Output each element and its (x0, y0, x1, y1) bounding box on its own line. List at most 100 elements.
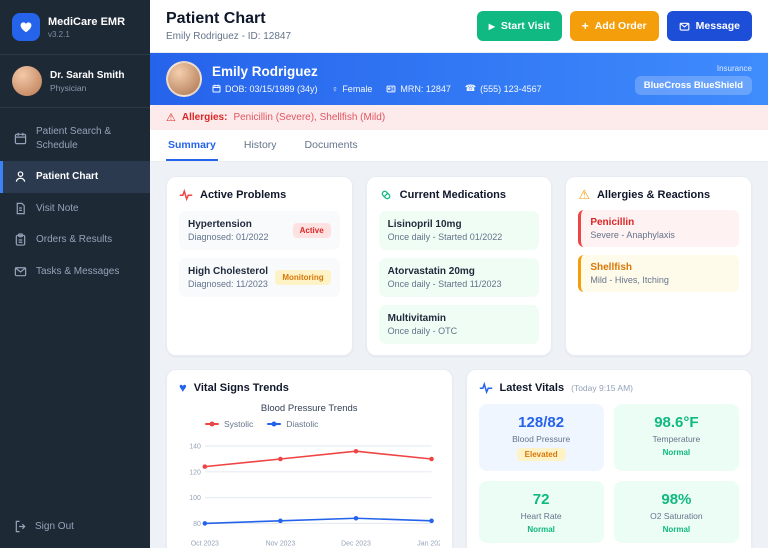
vitals-grid: 128/82 Blood Pressure Elevated 98.6°F Te… (478, 404, 739, 543)
pill-icon (379, 188, 393, 202)
sidebar-item-patient-search-schedule[interactable]: Patient Search & Schedule (0, 116, 150, 161)
card-title: Vital Signs Trends (193, 381, 289, 394)
header-actions: ▶ Start Visit + Add Order Message (476, 11, 752, 41)
problem-name: High Cholesterol (188, 266, 269, 277)
document-icon (14, 202, 27, 215)
legend-swatch (267, 423, 282, 425)
user-profile[interactable]: Dr. Sarah Smith Physician (0, 54, 150, 108)
user-icon (14, 170, 27, 183)
start-visit-label: Start Visit (500, 20, 550, 32)
chart-title: Blood Pressure Trends (260, 403, 358, 414)
allergy-item: Shellfish Mild - Hives, Itching (578, 255, 739, 292)
vital-label: O2 Saturation (650, 511, 703, 521)
calendar-icon (212, 84, 221, 93)
svg-text:Dec 2023: Dec 2023 (341, 541, 371, 548)
problem-item: Hypertension Diagnosed: 01/2022 Active (179, 211, 340, 250)
legend-label: Systolic (224, 419, 254, 429)
svg-text:80: 80 (193, 521, 201, 528)
insurance-badge: BlueCross BlueShield (634, 75, 752, 95)
svg-text:140: 140 (189, 444, 201, 451)
tab-documents[interactable]: Documents (304, 139, 358, 151)
problem-detail: Diagnosed: 01/2022 (188, 232, 269, 242)
message-label: Message (695, 20, 740, 32)
vital-tile-blood-pressure: 128/82 Blood Pressure Elevated (478, 404, 604, 471)
content-area: Active Problems Hypertension Diagnosed: … (150, 162, 768, 548)
phone-icon: ☎ (464, 83, 477, 93)
sidebar-item-label: Visit Note (36, 202, 79, 214)
allergy-alert-bar: ⚠ Allergies: Penicillin (Severe), Shellf… (150, 105, 768, 130)
warning-icon: ⚠ (166, 112, 176, 124)
chart-legend: Systolic Diastolic (205, 419, 440, 429)
sidebar-item-label: Tasks & Messages (36, 265, 120, 277)
sidebar-item-tasks-messages[interactable]: Tasks & Messages (0, 256, 150, 288)
svg-text:Oct 2023: Oct 2023 (191, 541, 219, 548)
tab-summary[interactable]: Summary (166, 130, 218, 161)
vital-value: 98.6°F (654, 414, 699, 431)
gender-icon: ♀ (331, 83, 339, 94)
envelope-icon (14, 265, 27, 278)
sidebar-item-label: Patient Chart (36, 171, 99, 182)
pulse-icon (479, 381, 493, 395)
start-visit-button[interactable]: ▶ Start Visit (476, 11, 562, 41)
medication-detail: Once daily - Started 01/2022 (387, 232, 503, 242)
allergy-name: Penicillin (590, 217, 635, 228)
heart-icon: ♥ (179, 380, 187, 395)
vital-value: 72 (532, 491, 550, 508)
vital-label: Blood Pressure (512, 434, 571, 444)
allergy-detail: Mild - Hives, Itching (590, 275, 669, 285)
calendar-icon (14, 132, 27, 145)
patient-meta: DOB: 03/15/1989 (34y) ♀ Female MRN: 1284… (212, 83, 542, 94)
play-icon: ▶ (488, 21, 495, 31)
sign-out-button[interactable]: Sign Out (0, 505, 150, 548)
medication-detail: Once daily - Started 11/2023 (387, 279, 502, 289)
medication-name: Multivitamin (387, 313, 446, 324)
status-badge: Active (292, 223, 331, 238)
insurance-label: Insurance (716, 63, 752, 73)
envelope-icon (679, 21, 690, 32)
patient-banner: Emily Rodriguez DOB: 03/15/1989 (34y) ♀ … (150, 53, 768, 105)
sign-out-icon (14, 520, 27, 533)
user-name: Dr. Sarah Smith (50, 69, 125, 81)
vital-signs-trends-card: ♥ Vital Signs Trends Blood Pressure Tren… (166, 369, 453, 548)
medication-detail: Once daily - OTC (387, 326, 458, 336)
add-order-button[interactable]: + Add Order (569, 11, 659, 41)
allergy-alert-label: Allergies: (181, 112, 228, 123)
user-role: Physician (50, 82, 87, 93)
sidebar-item-patient-chart[interactable]: Patient Chart (0, 161, 150, 193)
problem-name: Hypertension (188, 219, 252, 230)
warning-triangle-icon: ⚠ (578, 187, 590, 202)
vital-tile-temperature: 98.6°F Temperature Normal (613, 404, 739, 471)
page-header: Patient Chart Emily Rodriguez - ID: 1284… (150, 0, 768, 53)
card-title: Active Problems (200, 189, 287, 201)
heart-pulse-icon (179, 188, 193, 202)
svg-text:100: 100 (189, 495, 201, 502)
legend-item-systolic: Systolic (205, 419, 253, 429)
vitals-timestamp: (Today 9:15 AM) (571, 383, 633, 393)
main-content: Patient Chart Emily Rodriguez - ID: 1284… (150, 0, 768, 548)
id-card-icon (386, 84, 396, 94)
current-medications-card: Current Medications Lisinopril 10mg Once… (365, 176, 553, 356)
status-badge: Monitoring (275, 270, 331, 285)
vital-label: Heart Rate (520, 511, 562, 521)
vital-label: Temperature (652, 434, 701, 444)
tab-history[interactable]: History (243, 139, 277, 151)
patient-dob: DOB: 03/15/1989 (34y) (212, 84, 318, 94)
medication-item: Atorvastatin 20mg Once daily - Started 1… (378, 258, 540, 297)
legend-item-diastolic: Diastolic (267, 419, 318, 429)
sidebar-item-visit-note[interactable]: Visit Note (0, 193, 150, 225)
vital-status: Normal (662, 448, 691, 457)
legend-swatch (205, 423, 219, 425)
message-button[interactable]: Message (666, 11, 752, 41)
vital-status: Normal (662, 525, 691, 534)
card-title: Latest Vitals (499, 382, 565, 394)
patient-sex: ♀ Female (331, 83, 373, 94)
legend-label: Diastolic (286, 419, 319, 429)
card-title: Allergies & Reactions (596, 188, 711, 201)
vital-value: 98% (661, 491, 692, 508)
sidebar-item-orders-results[interactable]: Orders & Results (0, 224, 150, 256)
sidebar-item-label: Orders & Results (36, 234, 113, 245)
patient-mrn: MRN: 12847 (386, 84, 451, 94)
patient-avatar (166, 61, 202, 97)
active-problems-card: Active Problems Hypertension Diagnosed: … (166, 176, 353, 356)
